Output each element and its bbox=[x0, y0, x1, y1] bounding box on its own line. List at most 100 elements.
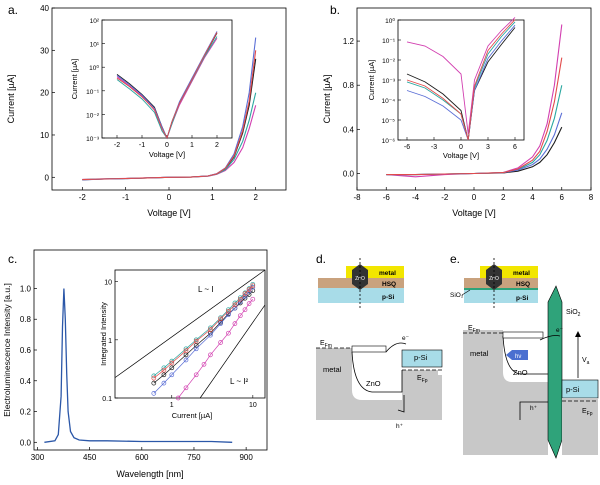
diagram-d: metal HSQ p-Si ZnO EFm metal ZnO p-Si E bbox=[316, 258, 443, 430]
diagram-d-metal-label-band: metal bbox=[323, 365, 342, 374]
c-inset-point bbox=[169, 360, 175, 366]
diagram-d-electron-arrow bbox=[385, 342, 407, 353]
y-tick-label: 40 bbox=[40, 4, 49, 13]
x-tick-label: -1 bbox=[122, 193, 130, 202]
x-tick-label: 0 bbox=[165, 142, 169, 149]
c-inset-guide-quadratic bbox=[199, 304, 266, 399]
c-inset-point bbox=[193, 338, 199, 344]
diagram-e-sio2-label-band: SiO2 bbox=[566, 309, 581, 318]
y-tick-label: 0.0 bbox=[343, 169, 355, 178]
c-inset-point bbox=[237, 299, 243, 305]
chart-c: 300 450 600 750 900 0.0 0.2 0.4 0.6 0.8 1.0 Wavele… bbox=[2, 249, 268, 479]
y-tick-label: 0.4 bbox=[20, 377, 32, 386]
c-inset-point bbox=[246, 301, 252, 306]
panel-label-d: d. bbox=[316, 252, 326, 266]
b-inset-line-5 bbox=[406, 19, 516, 141]
chart-c-inset-annot-quadratic: L ~ I² bbox=[230, 377, 248, 386]
x-tick-label: 4 bbox=[530, 193, 535, 202]
chart-a-inset-ticks: -2 -1 0 1 2 10² 10¹ 10⁰ 10⁻¹ 10⁻² 10⁻³ bbox=[86, 18, 219, 149]
diagram-e-stack: metal HSQ p-Si ZnO SiO₂ bbox=[450, 258, 538, 310]
x-tick-label: 6 bbox=[513, 144, 517, 151]
chart-b-xlabel: Voltage [V] bbox=[452, 208, 496, 218]
c-inset-point bbox=[161, 380, 167, 386]
x-tick-label: -6 bbox=[404, 144, 410, 151]
c-inset-point bbox=[161, 367, 167, 373]
chart-c-xlabel: Wavelength [nm] bbox=[116, 469, 183, 479]
diagram-d-stack: metal HSQ p-Si ZnO bbox=[318, 258, 404, 310]
chart-a-xlabel: Voltage [V] bbox=[147, 208, 191, 218]
y-tick-label: 10⁰ bbox=[89, 64, 99, 72]
diagram-e-efp-label: EFp bbox=[582, 408, 593, 417]
x-tick-label: -6 bbox=[383, 193, 391, 202]
chart-a-series bbox=[82, 37, 257, 181]
y-tick-label: 0.1 bbox=[102, 396, 112, 403]
c-inset-point bbox=[183, 385, 189, 391]
c-inset-line-4 bbox=[153, 287, 254, 394]
diagram-e-photon-arrow bbox=[506, 350, 512, 360]
x-tick-label: 2 bbox=[215, 142, 219, 149]
c-inset-point bbox=[161, 372, 167, 378]
c-inset-point bbox=[218, 316, 223, 322]
c-inset-point bbox=[246, 287, 252, 292]
c-inset-line-2 bbox=[177, 298, 254, 399]
y-tick-label: 10⁻⁶ bbox=[382, 138, 396, 145]
chart-c-inset-ylabel: Integrated Intensity bbox=[99, 302, 108, 366]
x-tick-label: -8 bbox=[353, 193, 361, 202]
diagram-d-metal-band bbox=[316, 348, 352, 420]
x-tick-label: 900 bbox=[239, 453, 253, 462]
y-tick-label: 0.2 bbox=[20, 408, 32, 417]
c-inset-point bbox=[201, 361, 207, 367]
diagram-d-hole-label: h⁺ bbox=[396, 423, 404, 430]
y-tick-label: 10⁻³ bbox=[382, 78, 396, 85]
diagram-e-hole-label: h⁺ bbox=[530, 405, 538, 412]
c-inset-point bbox=[232, 321, 238, 326]
y-tick-label: 0.6 bbox=[20, 346, 32, 355]
c-inset-point bbox=[193, 346, 199, 352]
y-tick-label: 10⁰ bbox=[385, 17, 395, 25]
y-tick-label: 10⁻² bbox=[86, 112, 100, 119]
a-series-line-5 bbox=[82, 50, 257, 181]
b-series-line-2 bbox=[386, 24, 563, 178]
y-tick-label: 10 bbox=[104, 280, 112, 287]
diagram-d-zno-label-band: ZnO bbox=[366, 379, 381, 388]
c-inset-line-5 bbox=[153, 285, 254, 379]
chart-c-inset-xlabel: Current [µA] bbox=[172, 411, 213, 420]
x-tick-label: -2 bbox=[441, 193, 449, 202]
a-inset-line-5 bbox=[116, 32, 218, 140]
y-tick-label: 0.8 bbox=[20, 315, 32, 324]
y-tick-label: 20 bbox=[40, 89, 49, 98]
chart-c-ticks: 300 450 600 750 900 0.0 0.2 0.4 0.6 0.8 1.0 bbox=[20, 284, 253, 462]
y-tick-label: 10⁻⁴ bbox=[382, 98, 396, 105]
x-tick-label: -2 bbox=[114, 142, 120, 149]
diagram-e-electron-label: e⁻ bbox=[556, 327, 564, 334]
x-tick-label: 1 bbox=[190, 142, 194, 149]
diagram-d-metal-label: metal bbox=[379, 270, 396, 277]
panel-label-a: a. bbox=[8, 3, 18, 17]
diagram-e-sio2-layer bbox=[464, 288, 538, 290]
diagram-e-zno-label-band: ZnO bbox=[513, 368, 528, 377]
x-tick-label: 300 bbox=[31, 453, 45, 462]
y-tick-label: 0.0 bbox=[20, 438, 32, 447]
x-tick-label: 1 bbox=[210, 193, 215, 202]
c-inset-point bbox=[151, 375, 157, 381]
chart-c-inset-frame bbox=[114, 269, 266, 399]
c-inset-point bbox=[242, 291, 248, 297]
diagram-d-zno-nanowire bbox=[352, 264, 368, 290]
chart-a-inset-xlabel: Voltage [V] bbox=[149, 150, 185, 159]
chart-c-inset-series bbox=[114, 269, 266, 401]
diagram-e-band: hν EFm metal ZnO p-Si SiO2 Va EFp e⁻ h⁺ bbox=[463, 285, 599, 459]
c-inset-point bbox=[151, 380, 157, 386]
c-inset-point bbox=[226, 312, 231, 318]
y-tick-label: 10⁻³ bbox=[86, 136, 100, 143]
chart-c-series bbox=[44, 288, 233, 443]
diagram-e-metal-label: metal bbox=[513, 270, 530, 277]
diagram-e-psi-label-band: p-Si bbox=[566, 385, 580, 394]
diagram-e-sio2-stack-label: SiO₂ bbox=[450, 292, 464, 299]
x-tick-label: 2 bbox=[501, 193, 506, 202]
chart-b-inset: -6 -3 0 3 6 10⁰ 10⁻¹ 10⁻² 10⁻³ 10⁻⁴ 10⁻⁵ 10⁻⁶ Volta… bbox=[367, 17, 525, 160]
chart-c-ylabel: Electroluminescence Intensity [a.u.] bbox=[2, 283, 12, 417]
diagram-d-psi-label: p-Si bbox=[382, 294, 394, 301]
diagram-d-psi-label-band: p-Si bbox=[414, 353, 428, 362]
chart-c-inset-annot-linear: L ~ I bbox=[198, 285, 214, 294]
